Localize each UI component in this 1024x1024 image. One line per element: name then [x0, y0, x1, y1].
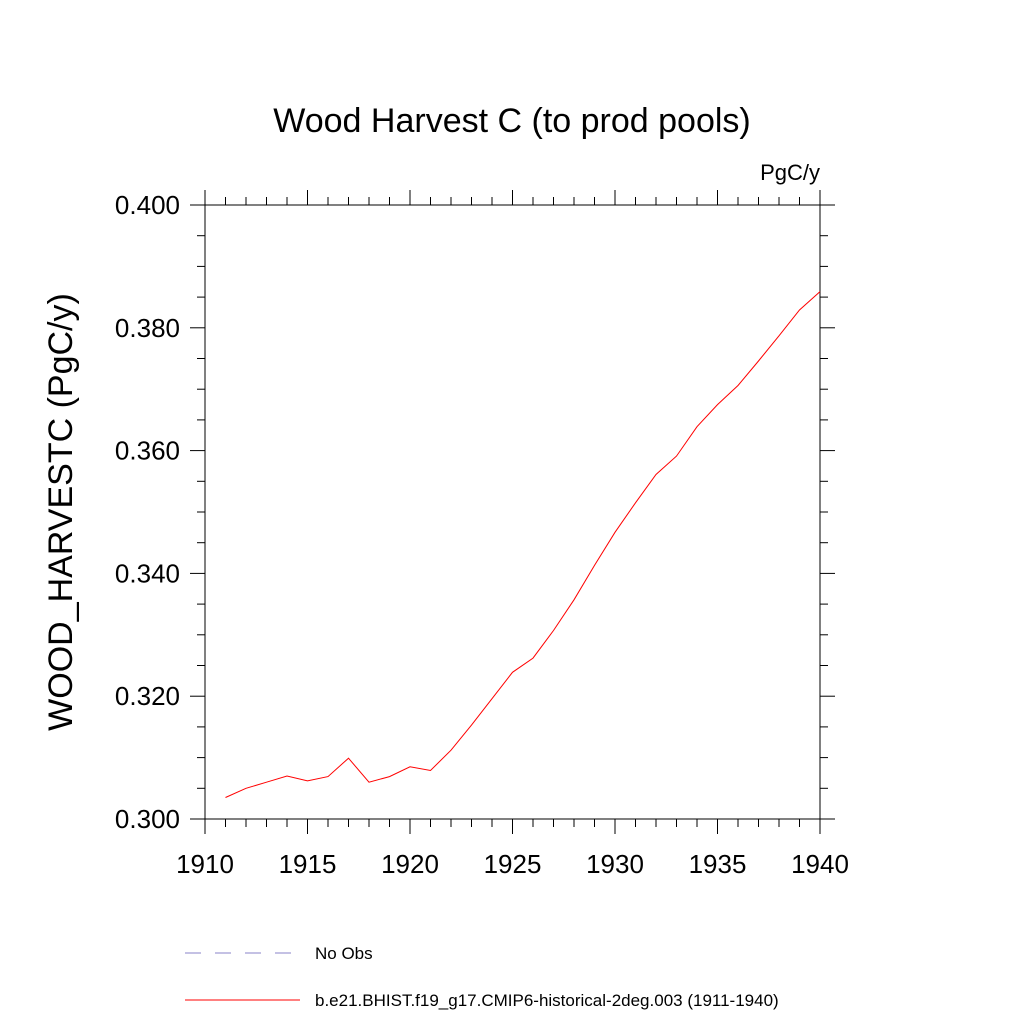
x-tick-label: 1925 — [484, 849, 542, 879]
x-tick-label: 1935 — [689, 849, 747, 879]
legend: No Obs b.e21.BHIST.f19_g17.CMIP6-histori… — [185, 944, 779, 1010]
y-tick-label: 0.380 — [115, 313, 180, 343]
y-tick-label: 0.360 — [115, 436, 180, 466]
x-tick-label: 1920 — [381, 849, 439, 879]
axis-ticks — [190, 190, 835, 834]
series-layer — [225, 291, 821, 798]
x-tick-label: 1910 — [176, 849, 234, 879]
legend-label-model-run: b.e21.BHIST.f19_g17.CMIP6-historical-2de… — [315, 991, 779, 1010]
legend-label-no-obs: No Obs — [315, 944, 373, 963]
plot-frame — [204, 204, 821, 820]
x-tick-label: 1915 — [279, 849, 337, 879]
y-tick-label: 0.320 — [115, 681, 180, 711]
tick-labels: 1910 1915 1920 1925 1930 1935 1940 0.300 0.320 0.… — [115, 190, 849, 879]
chart-title: Wood Harvest C (to prod pools) — [273, 102, 750, 140]
y-tick-label: 0.300 — [115, 804, 180, 834]
x-tick-label: 1940 — [791, 849, 849, 879]
units-label: PgC/y — [760, 160, 820, 185]
y-tick-label: 0.340 — [115, 558, 180, 588]
y-tick-label: 0.400 — [115, 190, 180, 220]
x-tick-label: 1930 — [586, 849, 644, 879]
y-axis-label: WOOD_HARVESTC (PgC/y) — [42, 293, 80, 731]
series-line — [225, 291, 821, 798]
